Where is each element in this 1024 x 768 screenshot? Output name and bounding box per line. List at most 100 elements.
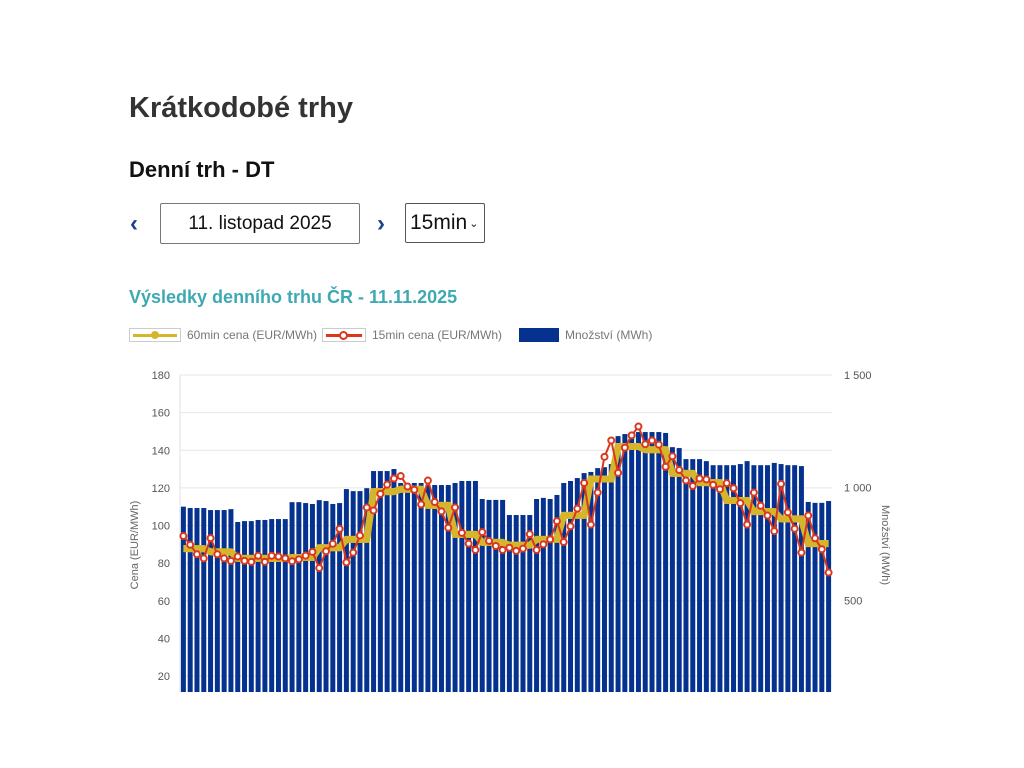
point-15min (383, 480, 392, 489)
quantity-bar (785, 465, 791, 692)
point-15min (634, 422, 643, 431)
point-15min (376, 489, 385, 498)
point-15min (777, 479, 786, 488)
point-15min (532, 545, 541, 554)
quantity-bar (500, 499, 506, 692)
legend-item-15min[interactable]: 15min cena (EUR/MWh) (322, 328, 502, 342)
point-60min (645, 446, 666, 454)
quantity-bar (371, 471, 377, 692)
point-15min (648, 436, 657, 445)
quantity-bar (438, 485, 444, 692)
y-tick-label: 60 (158, 596, 170, 608)
quantity-bar (642, 432, 648, 692)
point-15min (226, 556, 235, 565)
quantity-bar (248, 521, 254, 692)
point-15min (688, 481, 697, 490)
point-15min (267, 551, 276, 560)
interval-value: 15min (410, 211, 468, 234)
point-15min (518, 544, 527, 553)
point-15min (213, 550, 222, 559)
point-15min (423, 476, 432, 485)
quantity-bar (479, 499, 485, 692)
quantity-bar (459, 480, 465, 692)
quantity-bar (208, 510, 214, 692)
quantity-bar (296, 502, 302, 692)
chevron-down-icon: ⌄ (469, 217, 479, 230)
point-15min (505, 543, 514, 552)
quantity-bar (343, 489, 349, 692)
quantity-bar (819, 502, 825, 692)
quantity-bar (744, 461, 750, 692)
point-15min (199, 554, 208, 563)
legend-line-60min-icon (129, 328, 181, 342)
quantity-bar (269, 519, 275, 692)
quantity-bar (656, 432, 662, 692)
quantity-bar (337, 503, 343, 692)
quantity-bar (534, 499, 540, 692)
quantity-bar (574, 478, 580, 692)
quantity-bar (690, 459, 696, 692)
point-15min (308, 547, 317, 556)
point-15min (294, 555, 303, 564)
quantity-bar (452, 482, 458, 692)
quantity-bar (547, 499, 553, 692)
quantity-bar (221, 510, 227, 692)
point-15min (498, 545, 507, 554)
quantity-bar (697, 459, 703, 692)
point-15min (797, 548, 806, 557)
quantity-bar (595, 468, 601, 692)
point-15min (478, 528, 487, 537)
point-15min (620, 443, 629, 452)
point-15min (702, 475, 711, 484)
quantity-bar (676, 448, 682, 692)
point-15min (566, 522, 575, 531)
point-15min (233, 552, 242, 561)
point-15min (254, 551, 263, 560)
quantity-bar (724, 465, 730, 692)
quantity-bar (330, 503, 336, 692)
quantity-bar (635, 432, 641, 692)
point-15min (817, 545, 826, 554)
point-15min (288, 557, 297, 566)
point-15min (675, 466, 684, 475)
y2-axis-label: Množství (MWh) (879, 505, 891, 585)
page-title: Krátkodobé trhy (129, 92, 353, 124)
quantity-bar (540, 497, 546, 692)
point-15min (322, 547, 331, 556)
point-15min (342, 558, 351, 567)
y2-tick-label: 1 500 (844, 370, 872, 382)
quantity-bar (758, 465, 764, 692)
point-15min (749, 488, 758, 497)
point-15min (349, 548, 358, 557)
quantity-bar (405, 482, 411, 692)
legend-item-60min[interactable]: 60min cena (EUR/MWh) (129, 328, 317, 342)
point-15min (824, 568, 833, 577)
quantity-bar (472, 480, 478, 692)
point-15min (206, 534, 215, 543)
y-tick-label: 40 (158, 633, 170, 645)
point-15min (552, 517, 561, 526)
chevron-left-icon[interactable]: ‹ (130, 210, 138, 237)
quantity-bar (506, 515, 512, 692)
chevron-right-icon[interactable]: › (377, 210, 385, 237)
quantity-bar (255, 519, 261, 692)
quantity-bar (323, 501, 329, 692)
legend-item-quantity[interactable]: Množství (MWh) (519, 328, 652, 342)
date-picker-input[interactable]: 11. listopad 2025 (160, 203, 360, 244)
quantity-bar (432, 485, 438, 692)
y-tick-label: 180 (152, 370, 170, 382)
quantity-bar (669, 447, 675, 692)
quantity-bar (194, 508, 200, 692)
point-15min (315, 564, 324, 573)
interval-select[interactable]: 15min ⌄ (405, 203, 485, 243)
point-15min (179, 532, 188, 541)
point-15min (736, 499, 745, 508)
point-15min (525, 530, 534, 539)
quantity-bar (826, 501, 832, 692)
point-15min (491, 542, 500, 551)
point-15min (328, 539, 337, 548)
point-15min (654, 440, 663, 449)
point-15min (192, 550, 201, 559)
quantity-bar (568, 480, 574, 692)
point-15min (546, 535, 555, 544)
